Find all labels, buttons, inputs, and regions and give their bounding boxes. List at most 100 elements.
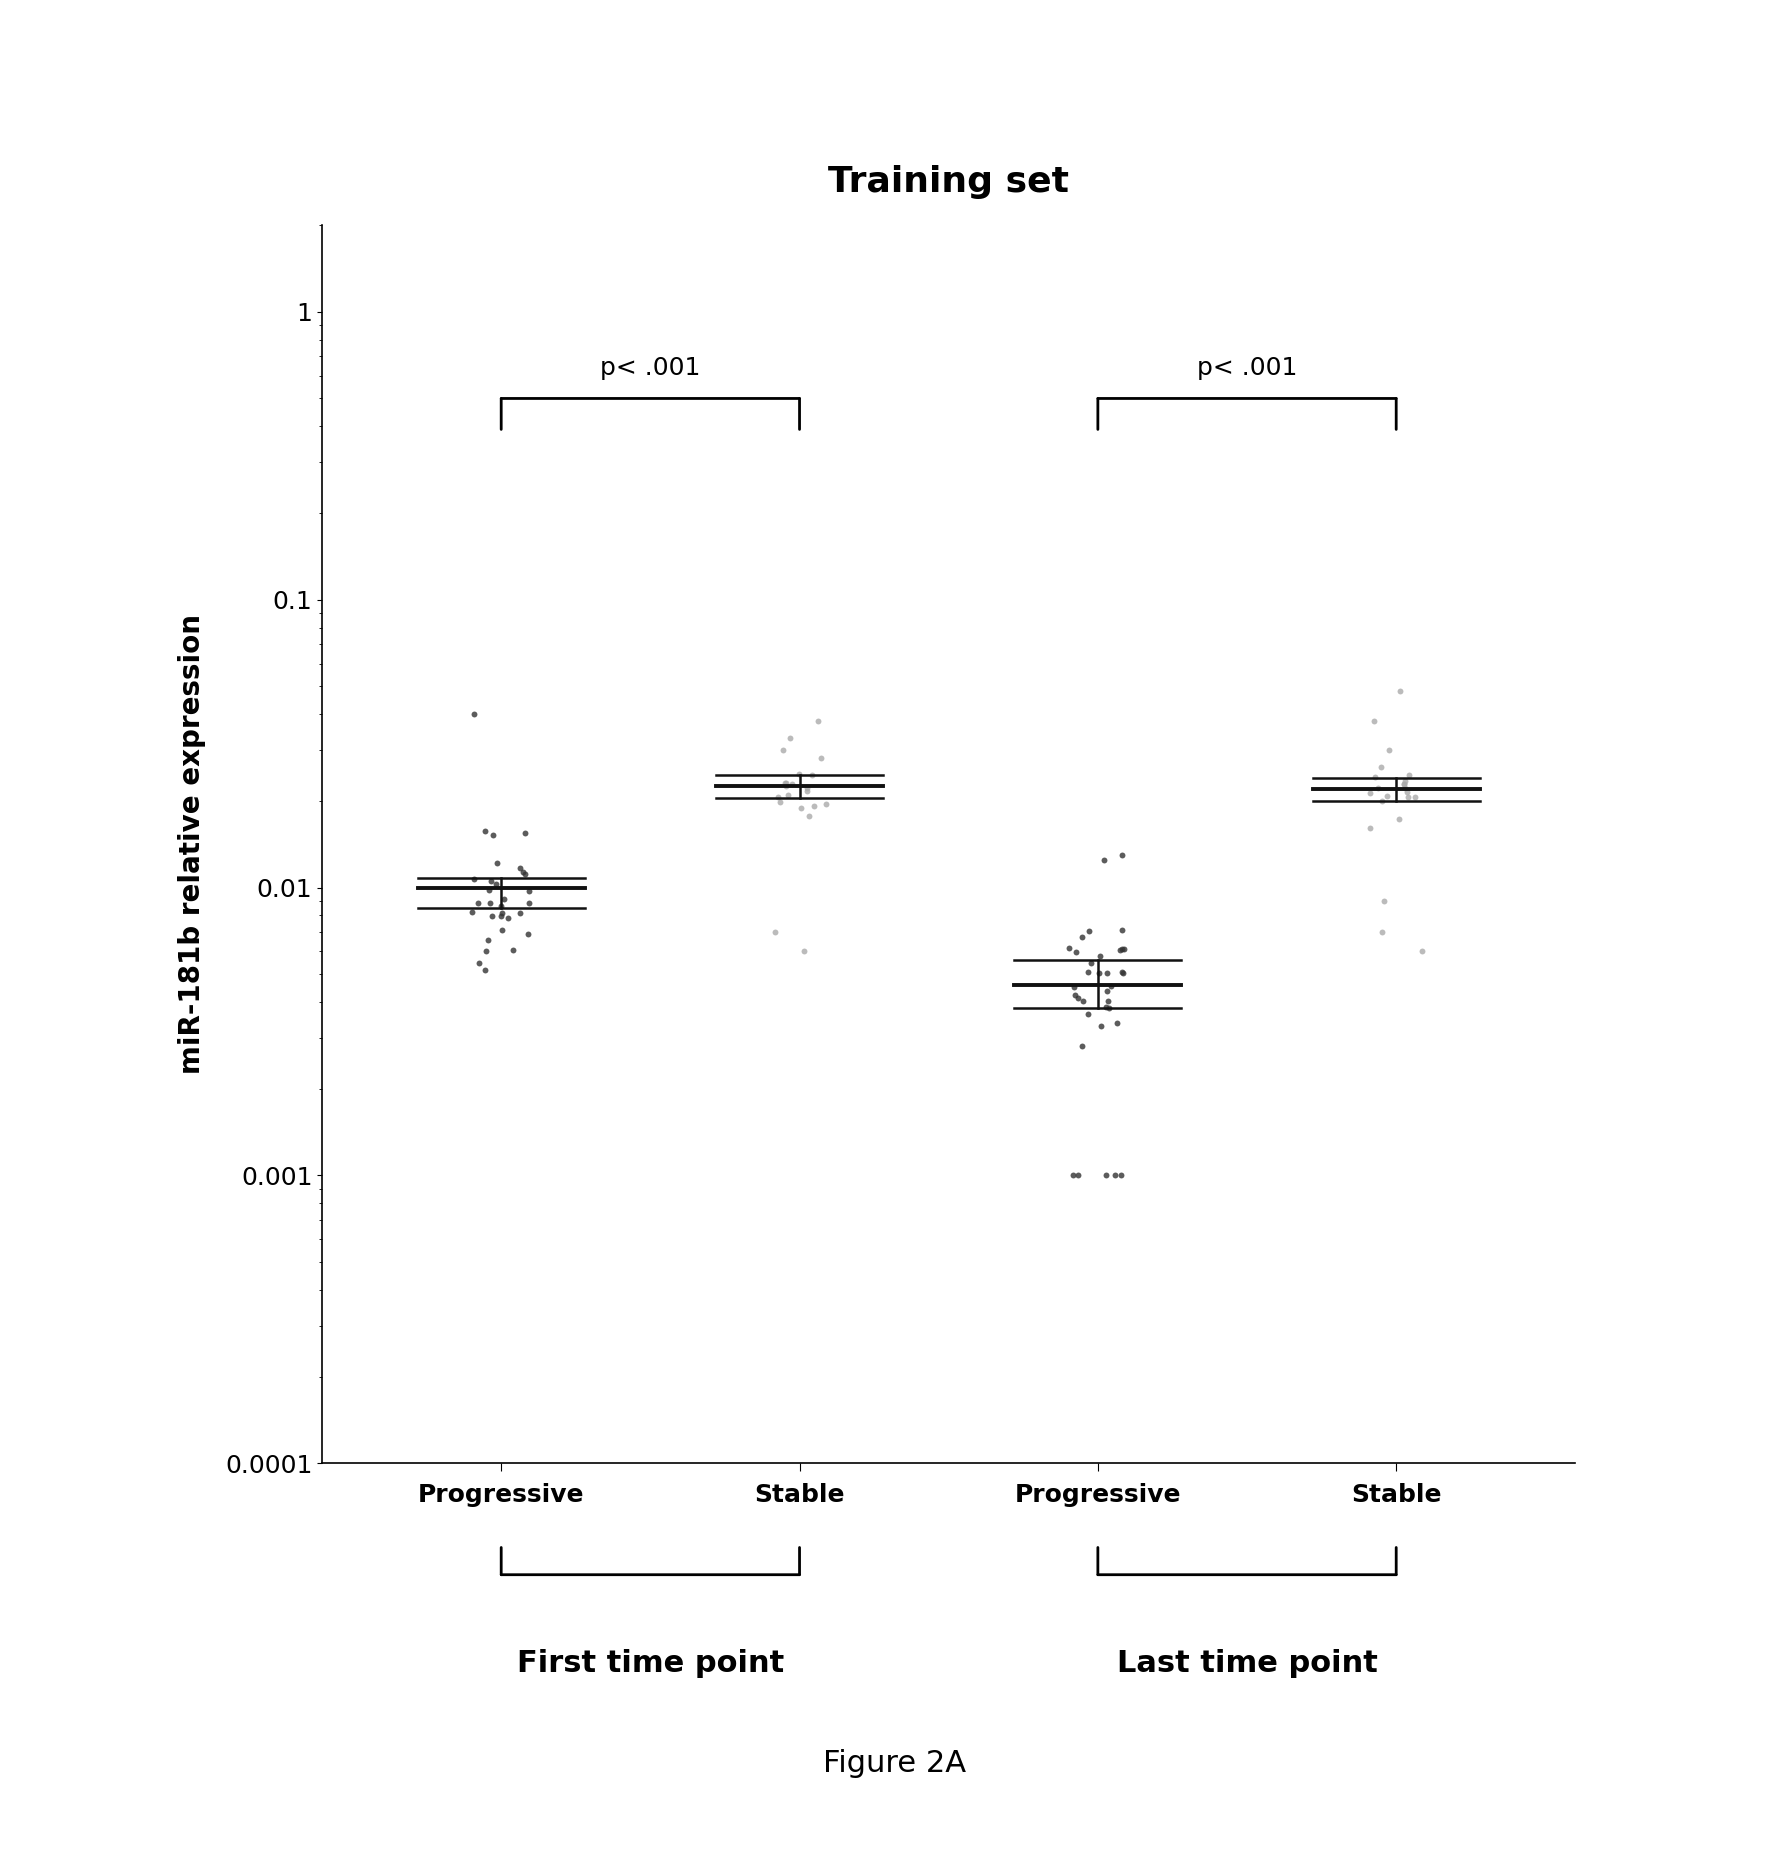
- Point: [1367, 752, 1395, 782]
- Point: [762, 782, 791, 812]
- Point: [793, 775, 821, 805]
- Point: [1068, 923, 1097, 953]
- Point: [1073, 915, 1102, 946]
- Point: [487, 891, 515, 921]
- Point: [1390, 773, 1419, 803]
- Point: [1091, 959, 1120, 989]
- Point: [771, 767, 800, 797]
- Point: [1090, 844, 1118, 874]
- Point: [1061, 936, 1090, 966]
- Point: [1091, 992, 1120, 1022]
- Point: [478, 820, 506, 850]
- Point: [766, 788, 794, 818]
- Point: [478, 902, 506, 932]
- Point: [1057, 1161, 1086, 1191]
- Point: [1093, 976, 1122, 1006]
- Point: [1383, 803, 1412, 833]
- Point: [1107, 957, 1136, 987]
- Point: [471, 955, 499, 985]
- Point: [508, 857, 537, 887]
- Point: [472, 936, 501, 966]
- Point: [1093, 985, 1122, 1015]
- Point: [476, 889, 504, 919]
- Point: [1107, 934, 1136, 964]
- Point: [1095, 992, 1123, 1022]
- Point: [1406, 936, 1435, 966]
- Point: [1063, 1161, 1091, 1191]
- Point: [460, 700, 488, 730]
- Point: [771, 771, 800, 801]
- Point: [1392, 782, 1420, 812]
- Point: [474, 874, 503, 904]
- Point: [793, 773, 821, 803]
- Point: [1390, 769, 1419, 799]
- Point: [1059, 981, 1088, 1011]
- Point: [810, 790, 839, 820]
- Text: p< .001: p< .001: [599, 356, 699, 381]
- Point: [510, 859, 538, 889]
- Point: [506, 899, 535, 929]
- Point: [1073, 1000, 1102, 1030]
- Point: [487, 897, 515, 927]
- Point: [778, 769, 807, 799]
- Point: [1360, 705, 1388, 735]
- Point: [463, 947, 492, 977]
- Point: [1107, 915, 1136, 946]
- Point: [1360, 762, 1388, 792]
- Point: [803, 705, 832, 735]
- Point: [487, 900, 515, 930]
- Point: [1102, 1007, 1131, 1037]
- Point: [463, 889, 492, 919]
- Point: [515, 887, 544, 917]
- Point: [1363, 773, 1392, 803]
- Point: [513, 919, 542, 949]
- Point: [1077, 947, 1106, 977]
- Point: [1354, 779, 1383, 809]
- Point: [499, 936, 528, 966]
- Point: [1054, 932, 1082, 962]
- Point: [798, 760, 827, 790]
- Point: [481, 869, 510, 899]
- Point: [1390, 765, 1419, 795]
- Point: [1066, 1032, 1095, 1062]
- Point: [773, 780, 801, 810]
- Text: First time point: First time point: [517, 1649, 784, 1677]
- Title: Training set: Training set: [828, 165, 1068, 199]
- Point: [1106, 936, 1134, 966]
- Point: [1369, 885, 1397, 915]
- Point: [460, 865, 488, 895]
- Point: [1399, 782, 1428, 812]
- Point: [488, 915, 517, 946]
- Point: [1107, 840, 1136, 870]
- Y-axis label: miR-181b relative expression: miR-181b relative expression: [177, 613, 206, 1075]
- Point: [458, 897, 487, 927]
- Point: [800, 792, 828, 822]
- Point: [1084, 957, 1113, 987]
- Point: [787, 794, 816, 824]
- Point: [1100, 1161, 1129, 1191]
- Point: [1109, 934, 1138, 964]
- Point: [784, 758, 812, 788]
- Point: [1084, 942, 1113, 972]
- Point: [1073, 957, 1102, 987]
- Point: [1385, 677, 1413, 707]
- Point: [1367, 917, 1395, 947]
- Point: [1068, 987, 1097, 1017]
- Point: [794, 801, 823, 831]
- Point: [1107, 959, 1136, 989]
- Point: [1091, 1161, 1120, 1191]
- Point: [1106, 1161, 1134, 1191]
- Point: [1392, 777, 1420, 807]
- Point: [488, 884, 517, 914]
- Point: [476, 867, 504, 897]
- Point: [1354, 814, 1383, 844]
- Point: [775, 724, 803, 754]
- Text: Last time point: Last time point: [1116, 1649, 1378, 1677]
- Point: [494, 902, 522, 932]
- Point: [1372, 782, 1401, 812]
- Point: [1374, 735, 1403, 765]
- Text: p< .001: p< .001: [1197, 356, 1297, 381]
- Point: [1367, 786, 1395, 816]
- Point: [1388, 769, 1417, 799]
- Point: [771, 767, 800, 797]
